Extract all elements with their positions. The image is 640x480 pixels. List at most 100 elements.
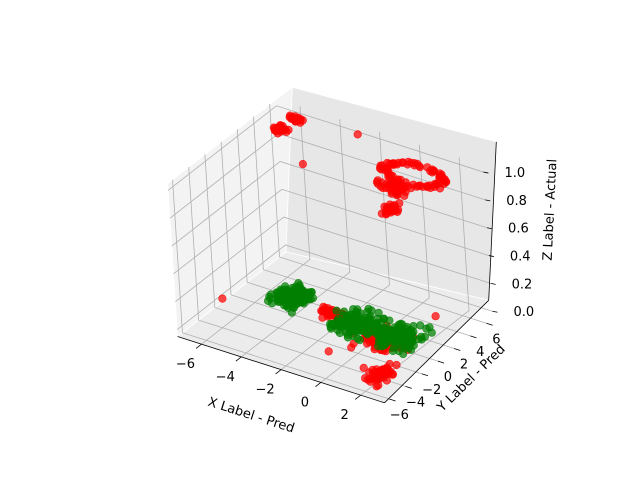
x-axis-label: X Label - Pred [206,395,296,437]
x-grid-line [241,119,351,358]
scatter-point [410,161,419,170]
z-grid-line [171,160,488,247]
scatter-point [376,182,385,191]
y-tick-mark [421,373,429,377]
scatter-point [388,159,397,168]
scatter-point [406,338,416,347]
x-tick-label: −6 [176,357,195,372]
scatter-point [366,374,375,384]
scatter-point [383,168,392,177]
scatter-point [368,365,377,375]
x-grid-line [320,144,430,383]
y-grid-line [269,103,487,324]
scatter-point [292,114,301,123]
scatter-point [347,326,356,335]
scatter-point [364,329,373,338]
y-tick-label: 4 [476,345,484,360]
y-tick-label: 2 [460,358,468,373]
z-grid-line [167,105,484,191]
scatter-point [435,169,444,178]
x-tick-label: 0 [301,395,309,410]
scatter-point [324,347,333,356]
scatter-point [340,307,349,316]
x-tick-label: −4 [216,370,235,385]
y-tick-mark [389,398,396,402]
y-axis-line [384,300,489,404]
z-tick-label: 0.0 [513,305,534,320]
scatter-point [426,183,435,192]
x-tick-label: 2 [340,408,348,423]
scatter-point [364,304,373,313]
scatter-point [381,324,391,333]
scatter-point [393,190,402,199]
scatter-point [328,320,337,329]
y-tick-mark [453,348,461,351]
x-tick-label: −2 [255,383,274,398]
scatter-point [281,125,290,134]
scatter-point [365,316,374,325]
y-tick-mark [405,386,412,389]
scatter-point [425,323,434,332]
y-tick-label: −4 [406,395,425,410]
scatter-point [418,182,427,191]
scatter-point [380,365,389,374]
scatter-point [381,210,391,219]
z-tick-mark [486,227,493,230]
x-tick-mark [315,382,322,387]
scatter-point [394,347,404,356]
y-tick-mark [437,360,445,364]
z-tick-mark [490,283,496,285]
z-tick-label: 0.8 [506,194,527,209]
z-grid-line [173,188,489,275]
scatter-point [355,336,365,345]
y-tick-label: −6 [390,408,409,423]
x-tick-mark [275,369,282,375]
scatter-point [389,180,398,189]
scatter-point [271,126,280,135]
scatter-point [401,187,410,196]
scatter-point [344,316,353,325]
scatter-point [389,206,398,216]
z-axis-label: Z Label - Actual [541,159,561,261]
z-tick-mark [485,199,491,202]
scatter-point [343,333,353,342]
z-tick-mark [488,255,494,257]
scatter-point [265,292,274,302]
scatter-point [359,363,368,373]
scatter-point [355,324,364,333]
scatter-point [287,299,296,308]
scatter-point [332,306,341,315]
x-tick-mark [235,356,242,362]
x-tick-mark [354,394,361,400]
scatter-point [379,373,388,382]
z-axis-line [488,141,497,301]
y-grid-line [172,179,390,400]
y-tick-mark [470,335,477,339]
z-tick-label: 0.6 [508,222,529,237]
scatter-point [435,184,445,193]
scatter-point [440,175,449,184]
scatter-point [274,295,283,304]
scatter-point [353,130,362,139]
y-grid-line [253,116,471,337]
scatter-point [417,332,426,341]
z-grid-line [175,216,491,303]
y-tick-label: 6 [492,332,500,347]
scatter-point [388,336,397,345]
z-tick-label: 1.0 [504,166,525,181]
scatter-point [416,321,425,330]
scatter-point [372,382,381,391]
scatter-point [338,322,347,332]
scatter-point [301,296,310,305]
y-grid-line [204,154,422,375]
y-tick-label: −2 [422,383,441,398]
scatter-point [298,160,308,169]
y-grid-line [188,166,406,387]
scatter-point [293,285,303,294]
y-tick-label: 0 [444,370,452,385]
scatter-point [374,308,383,318]
scatter-point [392,360,401,370]
scatter-point [379,337,388,346]
